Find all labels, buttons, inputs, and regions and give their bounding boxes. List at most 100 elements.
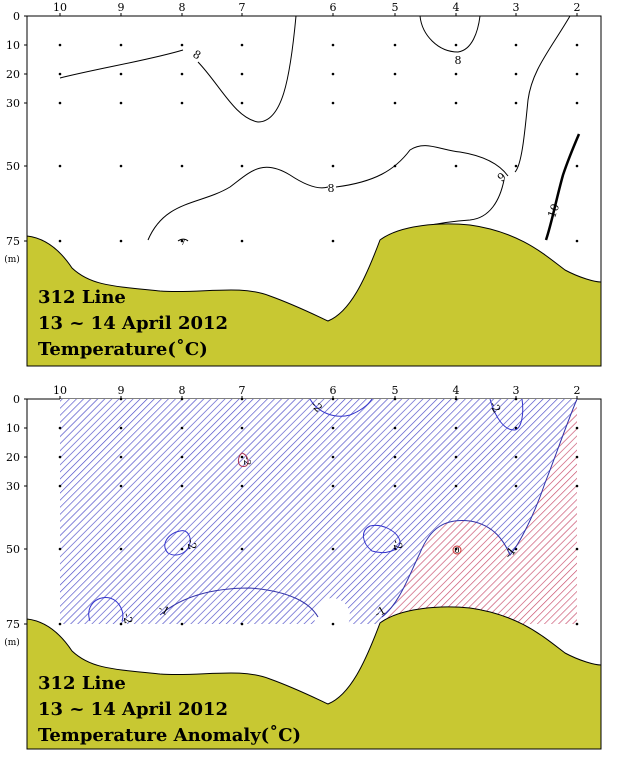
contour-line bbox=[197, 15, 297, 123]
sample-point bbox=[119, 484, 123, 488]
temperature-station-labels: 10 9 8 7 6 5 4 3 2 bbox=[53, 1, 581, 14]
station-label: 7 bbox=[239, 1, 246, 14]
sample-point bbox=[575, 101, 579, 105]
sample-point bbox=[119, 164, 123, 168]
anomaly-contours bbox=[88, 398, 578, 622]
sample-point bbox=[575, 239, 579, 243]
sample-point bbox=[180, 484, 184, 488]
sample-point bbox=[575, 426, 579, 430]
temperature-station-ticks bbox=[59, 13, 578, 16]
sample-point bbox=[331, 101, 335, 105]
anomaly-chart: 10 9 8 7 6 5 4 3 2 0 10 20 30 50 75 (m) bbox=[4, 384, 602, 750]
temperature-title: 312 Line 13 ~ 14 April 2012 Temperature(… bbox=[38, 287, 228, 360]
sample-point bbox=[119, 397, 123, 401]
anomaly-sample-points bbox=[58, 397, 579, 626]
sample-point bbox=[58, 547, 62, 551]
sample-point bbox=[119, 239, 123, 243]
sample-point bbox=[240, 72, 244, 76]
station-label: 10 bbox=[53, 1, 67, 14]
sample-point bbox=[393, 101, 397, 105]
depth-label: 50 bbox=[6, 543, 20, 556]
sample-point bbox=[180, 547, 184, 551]
contour-label: -2 bbox=[184, 538, 199, 551]
contour-label: 8 bbox=[328, 182, 335, 195]
depth-label: 30 bbox=[6, 97, 20, 110]
station-label: 4 bbox=[453, 1, 460, 14]
sample-point bbox=[331, 72, 335, 76]
sample-point bbox=[119, 547, 123, 551]
depth-label: 20 bbox=[6, 451, 20, 464]
title-line: 13 ~ 14 April 2012 bbox=[38, 313, 228, 334]
title-line: Temperature Anomaly(˚C) bbox=[38, 723, 301, 746]
anomaly-fields bbox=[60, 399, 577, 624]
station-label: 9 bbox=[118, 1, 125, 14]
contour-line bbox=[88, 597, 124, 622]
sample-point bbox=[454, 484, 458, 488]
sample-point bbox=[119, 455, 123, 459]
temperature-panel: 10 9 8 7 6 5 4 3 2 0 10 20 30 50 75 (m) bbox=[0, 0, 624, 384]
contour-line bbox=[159, 587, 319, 618]
depth-label: 0 bbox=[13, 393, 20, 406]
contour-line bbox=[381, 398, 578, 618]
sample-point bbox=[514, 43, 518, 47]
sample-point bbox=[454, 426, 458, 430]
sample-point bbox=[58, 239, 62, 243]
anomaly-depth-labels: 0 10 20 30 50 75 (m) bbox=[4, 393, 20, 648]
depth-label: 50 bbox=[6, 160, 20, 173]
sample-point bbox=[331, 455, 335, 459]
contour-label: 0 bbox=[454, 546, 459, 555]
sample-point bbox=[514, 164, 518, 168]
anomaly-panel: 10 9 8 7 6 5 4 3 2 0 10 20 30 50 75 (m) bbox=[0, 383, 624, 774]
sample-point bbox=[454, 164, 458, 168]
sample-point bbox=[58, 72, 62, 76]
sample-point bbox=[240, 484, 244, 488]
sample-point bbox=[119, 101, 123, 105]
depth-label: 20 bbox=[6, 68, 20, 81]
contour-label: -2 bbox=[389, 538, 405, 553]
sample-point bbox=[575, 622, 579, 626]
contour-line bbox=[237, 452, 249, 467]
contour-line bbox=[335, 145, 509, 188]
sample-point bbox=[393, 43, 397, 47]
sample-point bbox=[393, 72, 397, 76]
sample-point bbox=[514, 455, 518, 459]
contour-line bbox=[164, 530, 191, 556]
contour-label: 10 bbox=[545, 202, 562, 220]
contour-line bbox=[59, 49, 184, 79]
station-label: 7 bbox=[239, 384, 246, 397]
temperature-depth-labels: 0 10 20 30 50 75 (m) bbox=[4, 10, 20, 265]
contour-line-bold bbox=[544, 133, 581, 241]
anomaly-seabed bbox=[26, 606, 602, 750]
contour-line bbox=[363, 524, 401, 554]
sample-point bbox=[180, 72, 184, 76]
station-label: 8 bbox=[179, 1, 186, 14]
station-label: 6 bbox=[330, 384, 337, 397]
contour-line bbox=[177, 238, 189, 242]
sample-point bbox=[393, 484, 397, 488]
sample-point bbox=[514, 484, 518, 488]
sample-point bbox=[331, 622, 335, 626]
sample-point bbox=[180, 43, 184, 47]
contour-line bbox=[419, 15, 481, 53]
sample-point bbox=[180, 239, 184, 243]
title-line: 13 ~ 14 April 2012 bbox=[38, 699, 228, 720]
sample-point bbox=[575, 72, 579, 76]
sample-point bbox=[180, 164, 184, 168]
sample-point bbox=[58, 455, 62, 459]
sample-point bbox=[331, 426, 335, 430]
temperature-sample-points bbox=[58, 43, 579, 243]
sample-point bbox=[575, 484, 579, 488]
sample-point bbox=[58, 101, 62, 105]
sample-point bbox=[119, 72, 123, 76]
sample-point bbox=[575, 455, 579, 459]
sample-point bbox=[180, 426, 184, 430]
sample-point bbox=[240, 239, 244, 243]
sample-point bbox=[514, 101, 518, 105]
sample-point bbox=[119, 43, 123, 47]
anomaly-station-labels: 10 9 8 7 6 5 4 3 2 bbox=[53, 384, 581, 397]
sample-point bbox=[393, 426, 397, 430]
station-label: 3 bbox=[513, 1, 520, 14]
depth-label: 10 bbox=[6, 422, 20, 435]
temperature-chart: 10 9 8 7 6 5 4 3 2 0 10 20 30 50 75 (m) bbox=[4, 1, 602, 367]
contour-label: 7 bbox=[180, 238, 185, 247]
